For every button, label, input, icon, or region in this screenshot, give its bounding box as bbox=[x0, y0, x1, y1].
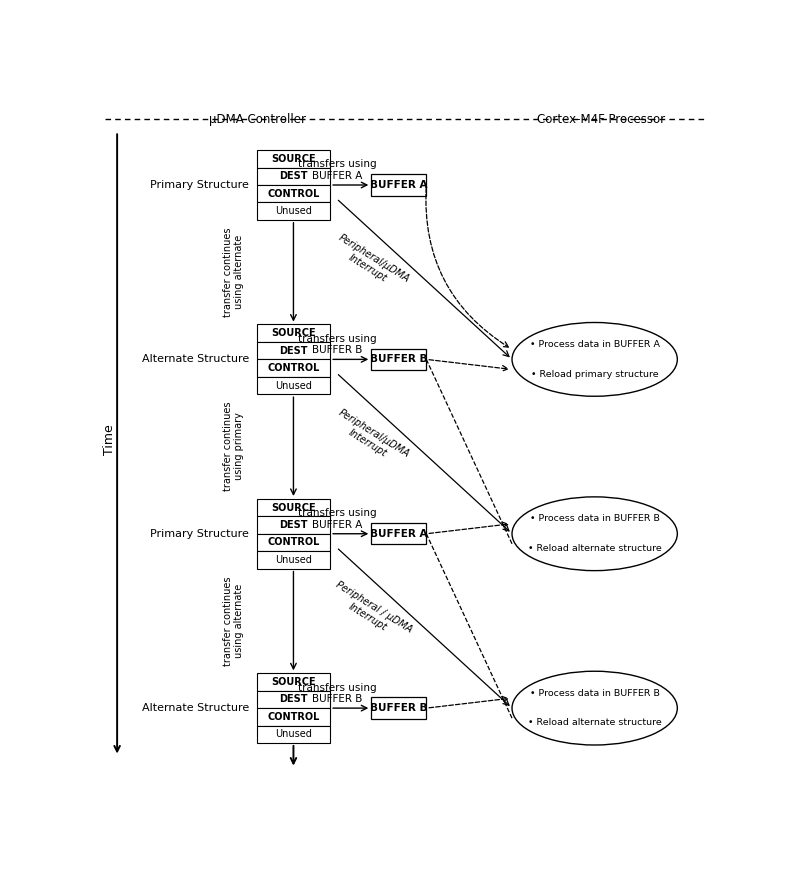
Text: • Reload primary structure: • Reload primary structure bbox=[531, 369, 659, 379]
Text: SOURCE: SOURCE bbox=[271, 154, 316, 164]
Text: DEST: DEST bbox=[279, 346, 307, 355]
Text: SOURCE: SOURCE bbox=[271, 328, 316, 338]
FancyBboxPatch shape bbox=[371, 698, 427, 719]
Text: Cortex-M4F Processor: Cortex-M4F Processor bbox=[536, 113, 665, 126]
FancyBboxPatch shape bbox=[257, 551, 330, 569]
Text: Unused: Unused bbox=[275, 555, 312, 565]
Text: transfer continues
using alternate: transfer continues using alternate bbox=[223, 227, 244, 317]
FancyBboxPatch shape bbox=[257, 691, 330, 708]
Ellipse shape bbox=[512, 496, 677, 571]
Text: Peripheral/μDMA
Interrupt: Peripheral/μDMA Interrupt bbox=[331, 233, 412, 294]
FancyBboxPatch shape bbox=[257, 185, 330, 202]
FancyBboxPatch shape bbox=[257, 167, 330, 185]
FancyBboxPatch shape bbox=[257, 517, 330, 534]
Text: Primary Structure: Primary Structure bbox=[150, 180, 249, 190]
Text: • Reload alternate structure: • Reload alternate structure bbox=[528, 544, 661, 553]
Text: • Process data in BUFFER B: • Process data in BUFFER B bbox=[530, 515, 660, 523]
Text: SOURCE: SOURCE bbox=[271, 503, 316, 513]
Text: Primary Structure: Primary Structure bbox=[150, 529, 249, 539]
Text: • Reload alternate structure: • Reload alternate structure bbox=[528, 719, 661, 727]
Text: transfers using
BUFFER A: transfers using BUFFER A bbox=[298, 159, 377, 181]
Text: CONTROL: CONTROL bbox=[267, 363, 320, 373]
Text: transfers using
BUFFER B: transfers using BUFFER B bbox=[298, 334, 377, 355]
Text: BUFFER B: BUFFER B bbox=[370, 354, 427, 364]
Text: CONTROL: CONTROL bbox=[267, 537, 320, 548]
Text: BUFFER A: BUFFER A bbox=[370, 529, 427, 539]
Text: Unused: Unused bbox=[275, 206, 312, 216]
FancyBboxPatch shape bbox=[257, 150, 330, 167]
Text: Peripheral / μDMA
Interrupt: Peripheral / μDMA Interrupt bbox=[328, 580, 414, 645]
Text: transfer continues
using primary: transfer continues using primary bbox=[223, 402, 244, 491]
FancyBboxPatch shape bbox=[257, 202, 330, 219]
FancyBboxPatch shape bbox=[257, 325, 330, 342]
Text: Peripheral/μDMA
Interrupt: Peripheral/μDMA Interrupt bbox=[331, 407, 412, 469]
Text: CONTROL: CONTROL bbox=[267, 712, 320, 722]
Text: DEST: DEST bbox=[279, 172, 307, 181]
Text: Alternate Structure: Alternate Structure bbox=[141, 354, 249, 364]
FancyBboxPatch shape bbox=[371, 174, 427, 196]
Text: • Process data in BUFFER B: • Process data in BUFFER B bbox=[530, 689, 660, 698]
Text: μDMA Controller: μDMA Controller bbox=[209, 113, 307, 126]
FancyBboxPatch shape bbox=[257, 377, 330, 395]
Text: DEST: DEST bbox=[279, 694, 307, 705]
FancyBboxPatch shape bbox=[257, 673, 330, 691]
Text: BUFFER B: BUFFER B bbox=[370, 703, 427, 713]
Text: transfers using
BUFFER B: transfers using BUFFER B bbox=[298, 683, 377, 704]
FancyBboxPatch shape bbox=[257, 342, 330, 360]
Text: BUFFER A: BUFFER A bbox=[370, 180, 427, 190]
Text: transfers using
BUFFER A: transfers using BUFFER A bbox=[298, 508, 377, 530]
FancyBboxPatch shape bbox=[371, 523, 427, 544]
Text: CONTROL: CONTROL bbox=[267, 189, 320, 199]
Text: • Process data in BUFFER A: • Process data in BUFFER A bbox=[529, 340, 660, 349]
Text: transfer continues
using alternate: transfer continues using alternate bbox=[223, 577, 244, 665]
FancyBboxPatch shape bbox=[371, 348, 427, 370]
FancyBboxPatch shape bbox=[257, 708, 330, 726]
Ellipse shape bbox=[512, 322, 677, 396]
Text: DEST: DEST bbox=[279, 520, 307, 530]
FancyBboxPatch shape bbox=[257, 534, 330, 551]
FancyBboxPatch shape bbox=[257, 726, 330, 743]
Text: Unused: Unused bbox=[275, 381, 312, 390]
FancyBboxPatch shape bbox=[257, 360, 330, 377]
FancyBboxPatch shape bbox=[257, 499, 330, 517]
Text: SOURCE: SOURCE bbox=[271, 677, 316, 687]
Text: Time: Time bbox=[103, 424, 115, 456]
Text: Unused: Unused bbox=[275, 729, 312, 739]
Text: Alternate Structure: Alternate Structure bbox=[141, 703, 249, 713]
Ellipse shape bbox=[512, 672, 677, 745]
